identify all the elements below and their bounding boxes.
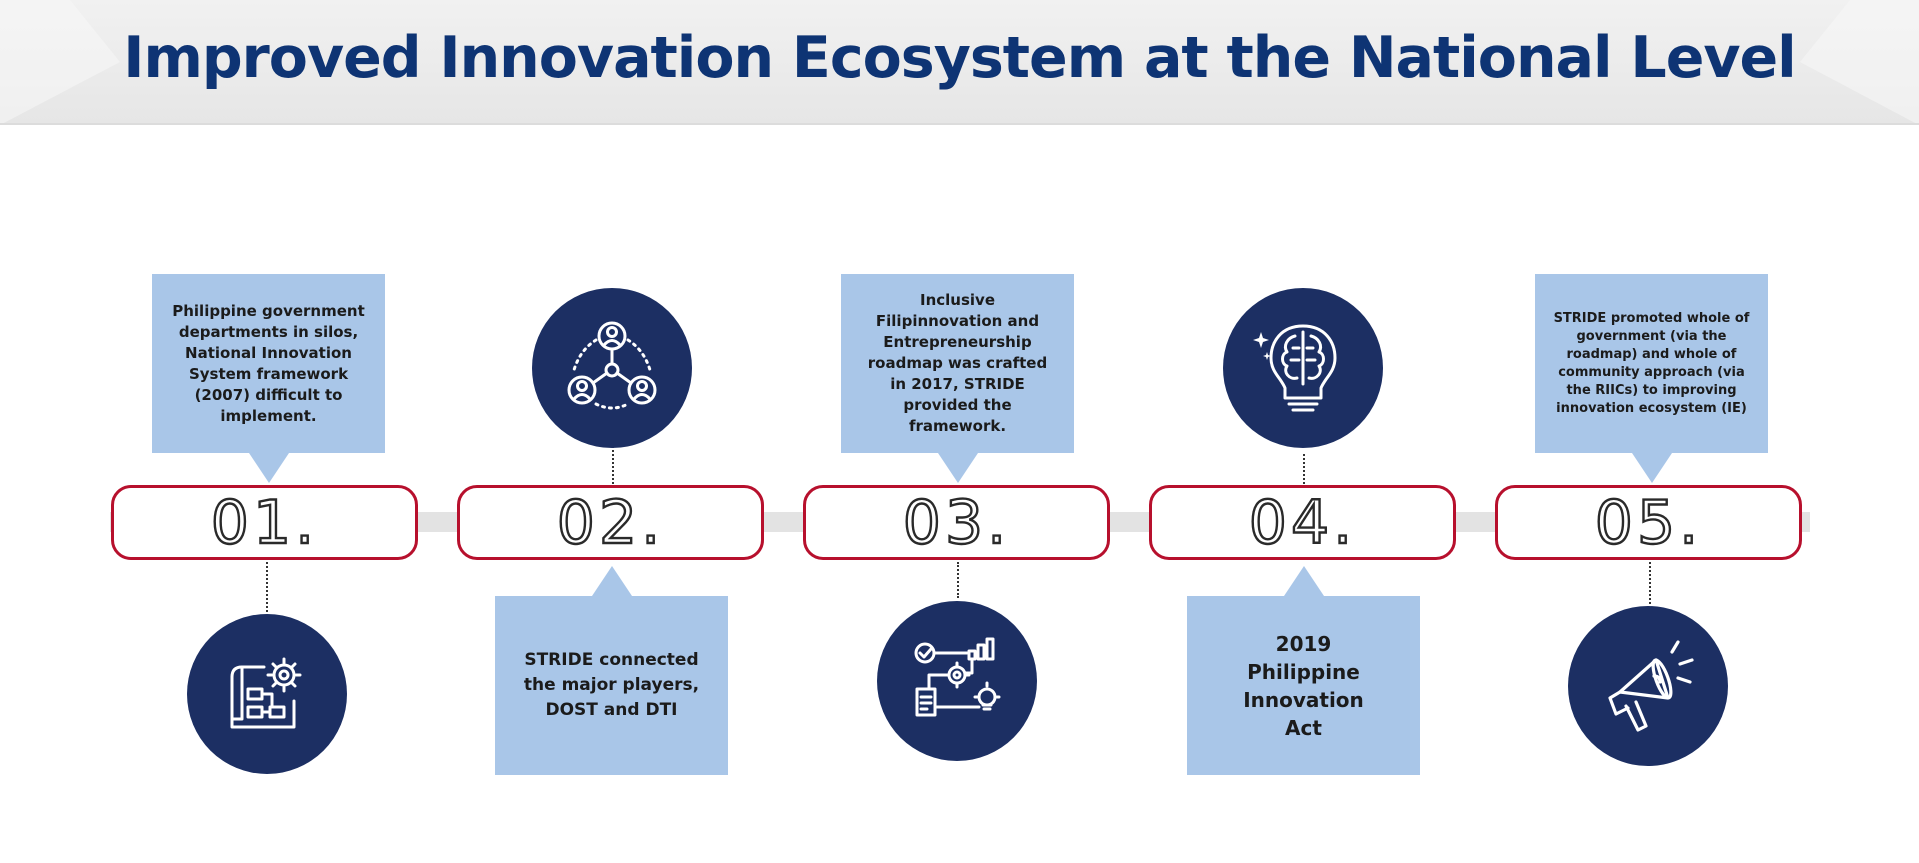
step-number: 03.	[902, 487, 1011, 558]
process-roadmap-icon	[914, 637, 1001, 717]
icon-circle-step-2	[532, 288, 692, 448]
step-number: 05.	[1594, 487, 1703, 558]
step-number: 02.	[556, 487, 665, 558]
page-title: Improved Innovation Ecosystem at the Nat…	[123, 25, 1796, 91]
callout-text: Philippine government departments in sil…	[172, 301, 365, 425]
step-number: 04.	[1248, 487, 1357, 558]
blueprint-gear-icon	[230, 657, 302, 729]
connector-3	[957, 562, 959, 598]
step-box-5: 05.	[1495, 485, 1802, 560]
step-box-1: 01.	[111, 485, 418, 560]
connector-4	[1303, 454, 1305, 484]
header-band	[0, 0, 1919, 125]
icon-circle-step-3	[877, 601, 1037, 761]
callout-text: 2019 Philippine Innovation Act	[1243, 631, 1364, 740]
megaphone-icon	[1608, 640, 1694, 732]
callout-step-3: Inclusive Filipinnovation and Entreprene…	[841, 274, 1074, 483]
connector-2	[612, 446, 614, 484]
step-box-3: 03.	[803, 485, 1110, 560]
callout-step-4: 2019 Philippine Innovation Act	[1187, 566, 1420, 775]
icon-circle-step-1	[187, 614, 347, 774]
callout-step-5: STRIDE promoted whole of government (via…	[1535, 274, 1768, 483]
step-number: 01.	[210, 487, 319, 558]
icon-circle-step-4	[1223, 288, 1383, 448]
step-box-4: 04.	[1149, 485, 1456, 560]
connector-1	[266, 562, 268, 612]
brain-lightbulb-icon	[1253, 324, 1337, 412]
connected-people-icon	[567, 321, 657, 410]
callout-text: STRIDE promoted whole of government (via…	[1553, 310, 1750, 416]
callout-step-1: Philippine government departments in sil…	[152, 274, 385, 483]
connector-5	[1649, 562, 1651, 604]
callout-text: Inclusive Filipinnovation and Entreprene…	[867, 291, 1048, 435]
callout-text: STRIDE connected the major players, DOST…	[523, 650, 700, 720]
step-box-2: 02.	[457, 485, 764, 560]
header-bevel	[0, 0, 1919, 125]
icon-circle-step-5	[1568, 606, 1728, 766]
callout-step-2: STRIDE connected the major players, DOST…	[495, 566, 728, 775]
